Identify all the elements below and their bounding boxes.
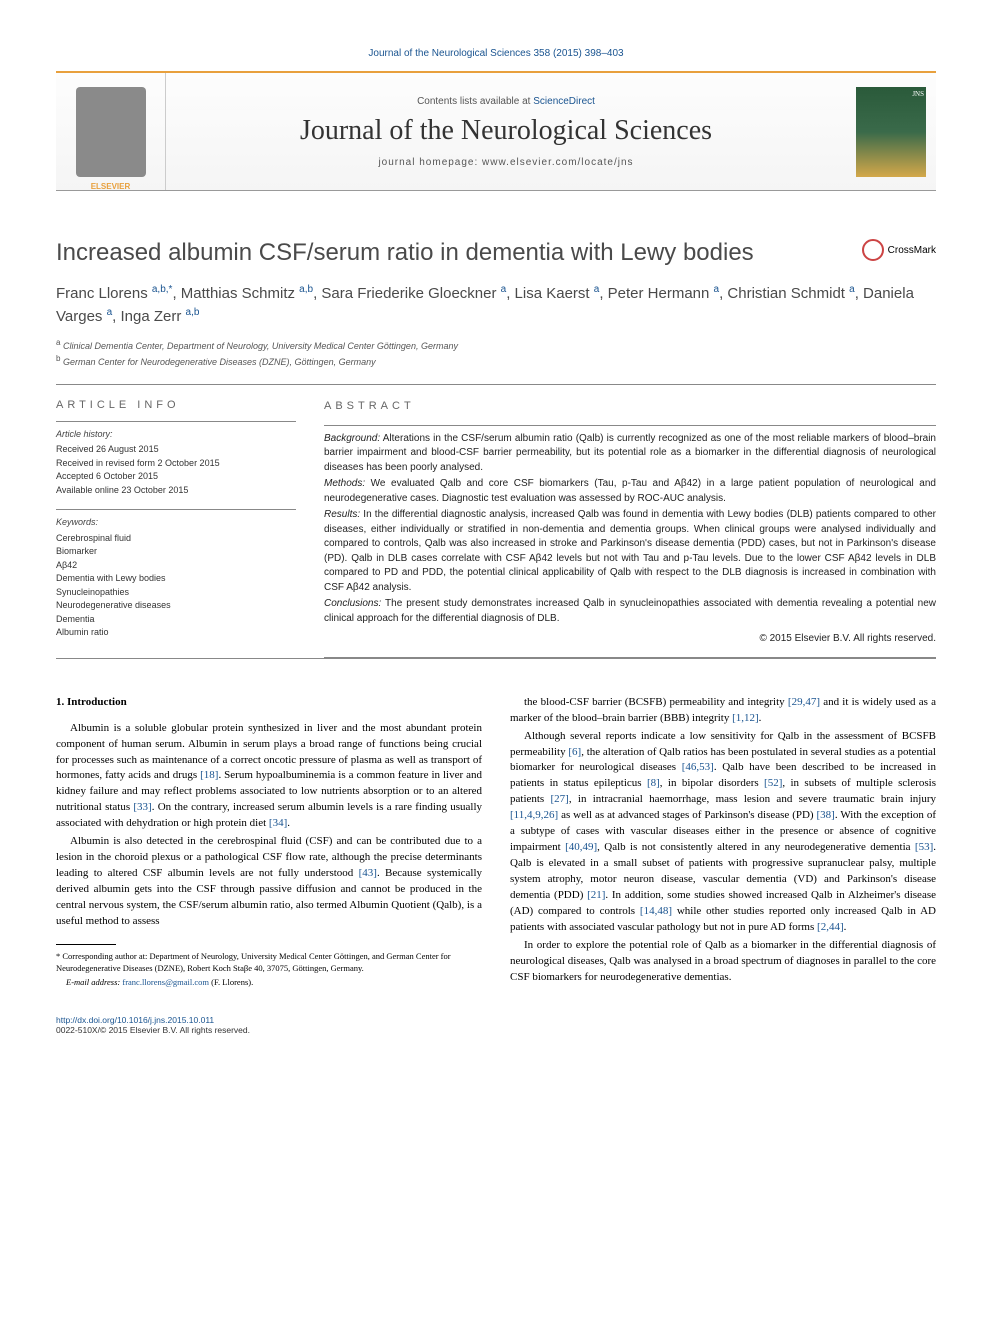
crossmark-badge[interactable]: CrossMark <box>862 239 936 261</box>
body-paragraph: the blood-CSF barrier (BCSFB) permeabili… <box>510 695 936 727</box>
journal-homepage[interactable]: journal homepage: www.elsevier.com/locat… <box>378 157 633 168</box>
footnote-separator <box>56 944 116 945</box>
body-paragraph: In order to explore the potential role o… <box>510 938 936 986</box>
crossmark-icon <box>862 239 884 261</box>
email-note: E-mail address: franc.llorens@gmail.com … <box>56 977 482 989</box>
affiliation-line: a Clinical Dementia Center, Department o… <box>56 337 936 354</box>
article-info-heading: ARTICLE INFO <box>56 399 296 411</box>
sciencedirect-link[interactable]: ScienceDirect <box>533 96 595 107</box>
affiliations: a Clinical Dementia Center, Department o… <box>56 337 936 370</box>
history-line: Received 26 August 2015 <box>56 443 296 457</box>
contents-available: Contents lists available at ScienceDirec… <box>417 96 595 107</box>
body-paragraph: Albumin is a soluble globular protein sy… <box>56 721 482 833</box>
article-title: Increased albumin CSF/serum ratio in dem… <box>56 239 862 268</box>
header-citation[interactable]: Journal of the Neurological Sciences 358… <box>56 48 936 59</box>
masthead: ELSEVIER Contents lists available at Sci… <box>56 71 936 191</box>
cover-abbrev: JNS <box>912 91 924 99</box>
divider <box>56 384 936 385</box>
abstract-panel: ABSTRACT Background: Alterations in the … <box>324 399 936 658</box>
article-history: Article history: Received 26 August 2015… <box>56 428 296 498</box>
history-line: Accepted 6 October 2015 <box>56 470 296 484</box>
keyword: Synucleinopathies <box>56 586 296 600</box>
issn-copyright: 0022-510X/© 2015 Elsevier B.V. All right… <box>56 1025 250 1035</box>
history-label: Article history: <box>56 428 296 442</box>
contents-prefix: Contents lists available at <box>417 96 533 107</box>
email-author-name: (F. Llorens). <box>211 977 253 987</box>
abstract-paragraph: Results: In the differential diagnostic … <box>324 508 936 595</box>
abstract-paragraph: Methods: We evaluated Qalb and core CSF … <box>324 477 936 506</box>
keyword: Albumin ratio <box>56 626 296 640</box>
masthead-center: Contents lists available at ScienceDirec… <box>166 73 846 190</box>
authors-list: Franc Llorens a,b,*, Matthias Schmitz a,… <box>56 282 936 329</box>
body-paragraph: Although several reports indicate a low … <box>510 729 936 936</box>
keyword: Dementia with Lewy bodies <box>56 572 296 586</box>
doi-link[interactable]: http://dx.doi.org/10.1016/j.jns.2015.10.… <box>56 1015 214 1025</box>
publisher-name: ELSEVIER <box>76 182 146 191</box>
history-line: Available online 23 October 2015 <box>56 484 296 498</box>
publisher-logo: ELSEVIER <box>56 73 166 190</box>
elsevier-tree-icon: ELSEVIER <box>76 87 146 177</box>
keyword: Cerebrospinal fluid <box>56 532 296 546</box>
body-paragraph: Albumin is also detected in the cerebros… <box>56 834 482 930</box>
abstract-heading: ABSTRACT <box>324 399 936 415</box>
abstract-paragraph: Background: Alterations in the CSF/serum… <box>324 432 936 476</box>
body-text: 1. Introduction Albumin is a soluble glo… <box>56 695 936 991</box>
keyword: Dementia <box>56 613 296 627</box>
corresponding-email-link[interactable]: franc.llorens@gmail.com <box>122 977 209 987</box>
keyword: Neurodegenerative diseases <box>56 599 296 613</box>
journal-cover: JNS <box>846 73 936 190</box>
abstract-copyright: © 2015 Elsevier B.V. All rights reserved… <box>324 632 936 647</box>
crossmark-label: CrossMark <box>888 245 936 256</box>
keyword: Biomarker <box>56 545 296 559</box>
divider <box>56 658 936 659</box>
history-line: Received in revised form 2 October 2015 <box>56 457 296 471</box>
footer: http://dx.doi.org/10.1016/j.jns.2015.10.… <box>56 1015 936 1035</box>
journal-name: Journal of the Neurological Sciences <box>300 115 712 147</box>
article-info-panel: ARTICLE INFO Article history: Received 2… <box>56 399 296 658</box>
column-right: the blood-CSF barrier (BCSFB) permeabili… <box>510 695 936 991</box>
abstract-paragraph: Conclusions: The present study demonstra… <box>324 597 936 626</box>
affiliation-line: b German Center for Neurodegenerative Di… <box>56 353 936 370</box>
corresponding-author-note: * Corresponding author at: Department of… <box>56 951 482 975</box>
email-label: E-mail address: <box>66 977 120 987</box>
keywords-block: Keywords: Cerebrospinal fluidBiomarkerAβ… <box>56 516 296 640</box>
keyword: Aβ42 <box>56 559 296 573</box>
section-heading: 1. Introduction <box>56 695 482 711</box>
keywords-label: Keywords: <box>56 516 296 530</box>
column-left: 1. Introduction Albumin is a soluble glo… <box>56 695 482 991</box>
cover-thumbnail-icon: JNS <box>856 87 926 177</box>
